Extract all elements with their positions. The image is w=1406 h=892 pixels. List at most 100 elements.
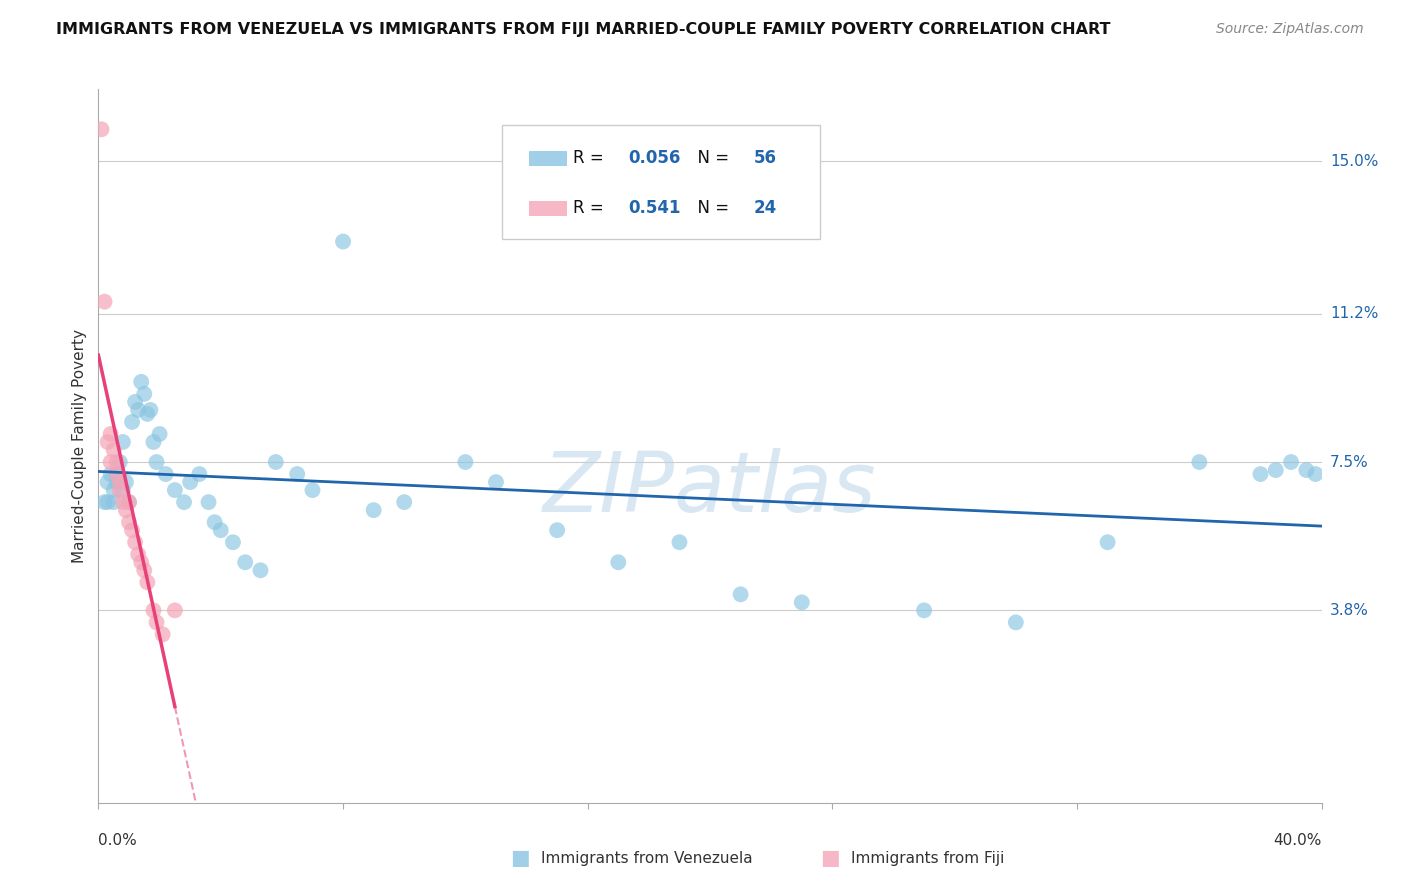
Point	[118, 515, 141, 529]
Point	[188, 467, 211, 481]
Point	[332, 235, 354, 249]
Point	[105, 467, 128, 481]
Point	[136, 407, 159, 421]
Point	[1004, 615, 1026, 630]
Point	[301, 483, 323, 497]
Text: 0.541: 0.541	[628, 200, 681, 218]
Point	[363, 503, 385, 517]
Text: Immigrants from Fiji: Immigrants from Fiji	[851, 851, 1004, 865]
Y-axis label: Married-Couple Family Poverty: Married-Couple Family Poverty	[72, 329, 87, 563]
Point	[668, 535, 690, 549]
Point	[103, 495, 125, 509]
Point	[145, 455, 167, 469]
Text: 24: 24	[754, 200, 778, 218]
Point	[129, 375, 152, 389]
Point	[155, 467, 177, 481]
Point	[100, 427, 122, 442]
Text: Source: ZipAtlas.com: Source: ZipAtlas.com	[1216, 22, 1364, 37]
Point	[173, 495, 195, 509]
Point	[121, 523, 143, 537]
FancyBboxPatch shape	[529, 201, 567, 216]
Point	[111, 495, 134, 509]
Point	[124, 535, 146, 549]
Point	[97, 475, 120, 489]
Point	[607, 555, 630, 569]
Text: R =: R =	[574, 150, 609, 168]
Point	[1279, 455, 1302, 469]
Point	[1305, 467, 1327, 481]
Point	[115, 475, 138, 489]
Text: ■: ■	[820, 848, 839, 868]
Point	[97, 495, 120, 509]
Point	[93, 495, 115, 509]
Text: R =: R =	[574, 200, 609, 218]
Point	[118, 495, 141, 509]
Point	[142, 435, 165, 450]
Point	[209, 523, 232, 537]
Point	[139, 403, 162, 417]
Point	[285, 467, 308, 481]
Text: IMMIGRANTS FROM VENEZUELA VS IMMIGRANTS FROM FIJI MARRIED-COUPLE FAMILY POVERTY : IMMIGRANTS FROM VENEZUELA VS IMMIGRANTS …	[56, 22, 1111, 37]
Point	[115, 503, 138, 517]
Text: 0.0%: 0.0%	[98, 833, 138, 848]
Point	[108, 455, 131, 469]
Point	[1295, 463, 1317, 477]
Point	[454, 455, 477, 469]
Point	[163, 483, 186, 497]
Point	[730, 587, 752, 601]
Point	[142, 603, 165, 617]
Point	[233, 555, 256, 569]
Point	[790, 595, 813, 609]
Text: N =: N =	[686, 200, 734, 218]
Point	[485, 475, 508, 489]
Point	[136, 575, 159, 590]
Text: 56: 56	[754, 150, 778, 168]
Point	[90, 122, 112, 136]
Point	[121, 415, 143, 429]
Point	[108, 475, 131, 489]
Point	[124, 395, 146, 409]
Point	[100, 455, 122, 469]
Point	[105, 467, 128, 481]
Point	[1188, 455, 1211, 469]
Point	[105, 455, 128, 469]
FancyBboxPatch shape	[529, 151, 567, 166]
Text: 40.0%: 40.0%	[1274, 833, 1322, 848]
Point	[103, 442, 125, 457]
Point	[163, 603, 186, 617]
Point	[97, 435, 120, 450]
Point	[392, 495, 416, 509]
Point	[105, 475, 128, 489]
Point	[134, 387, 156, 401]
Point	[149, 427, 172, 442]
Point	[264, 455, 287, 469]
Text: N =: N =	[686, 150, 734, 168]
Point	[546, 523, 568, 537]
Point	[127, 547, 149, 561]
Point	[118, 495, 141, 509]
Point	[249, 563, 271, 577]
Point	[103, 483, 125, 497]
Point	[1249, 467, 1271, 481]
Text: Immigrants from Venezuela: Immigrants from Venezuela	[541, 851, 754, 865]
Point	[134, 563, 156, 577]
Text: 15.0%: 15.0%	[1330, 153, 1378, 169]
Text: ■: ■	[510, 848, 530, 868]
Point	[93, 294, 115, 309]
Text: 11.2%: 11.2%	[1330, 306, 1378, 321]
Text: 7.5%: 7.5%	[1330, 455, 1368, 469]
Point	[152, 627, 174, 641]
Point	[108, 483, 131, 497]
Point	[179, 475, 201, 489]
Point	[912, 603, 935, 617]
Point	[1097, 535, 1119, 549]
Point	[129, 555, 152, 569]
Point	[111, 483, 134, 497]
Text: ZIPatlas: ZIPatlas	[543, 449, 877, 529]
Point	[127, 403, 149, 417]
Text: 0.056: 0.056	[628, 150, 681, 168]
Point	[197, 495, 219, 509]
FancyBboxPatch shape	[502, 125, 820, 239]
Point	[204, 515, 226, 529]
Point	[222, 535, 245, 549]
